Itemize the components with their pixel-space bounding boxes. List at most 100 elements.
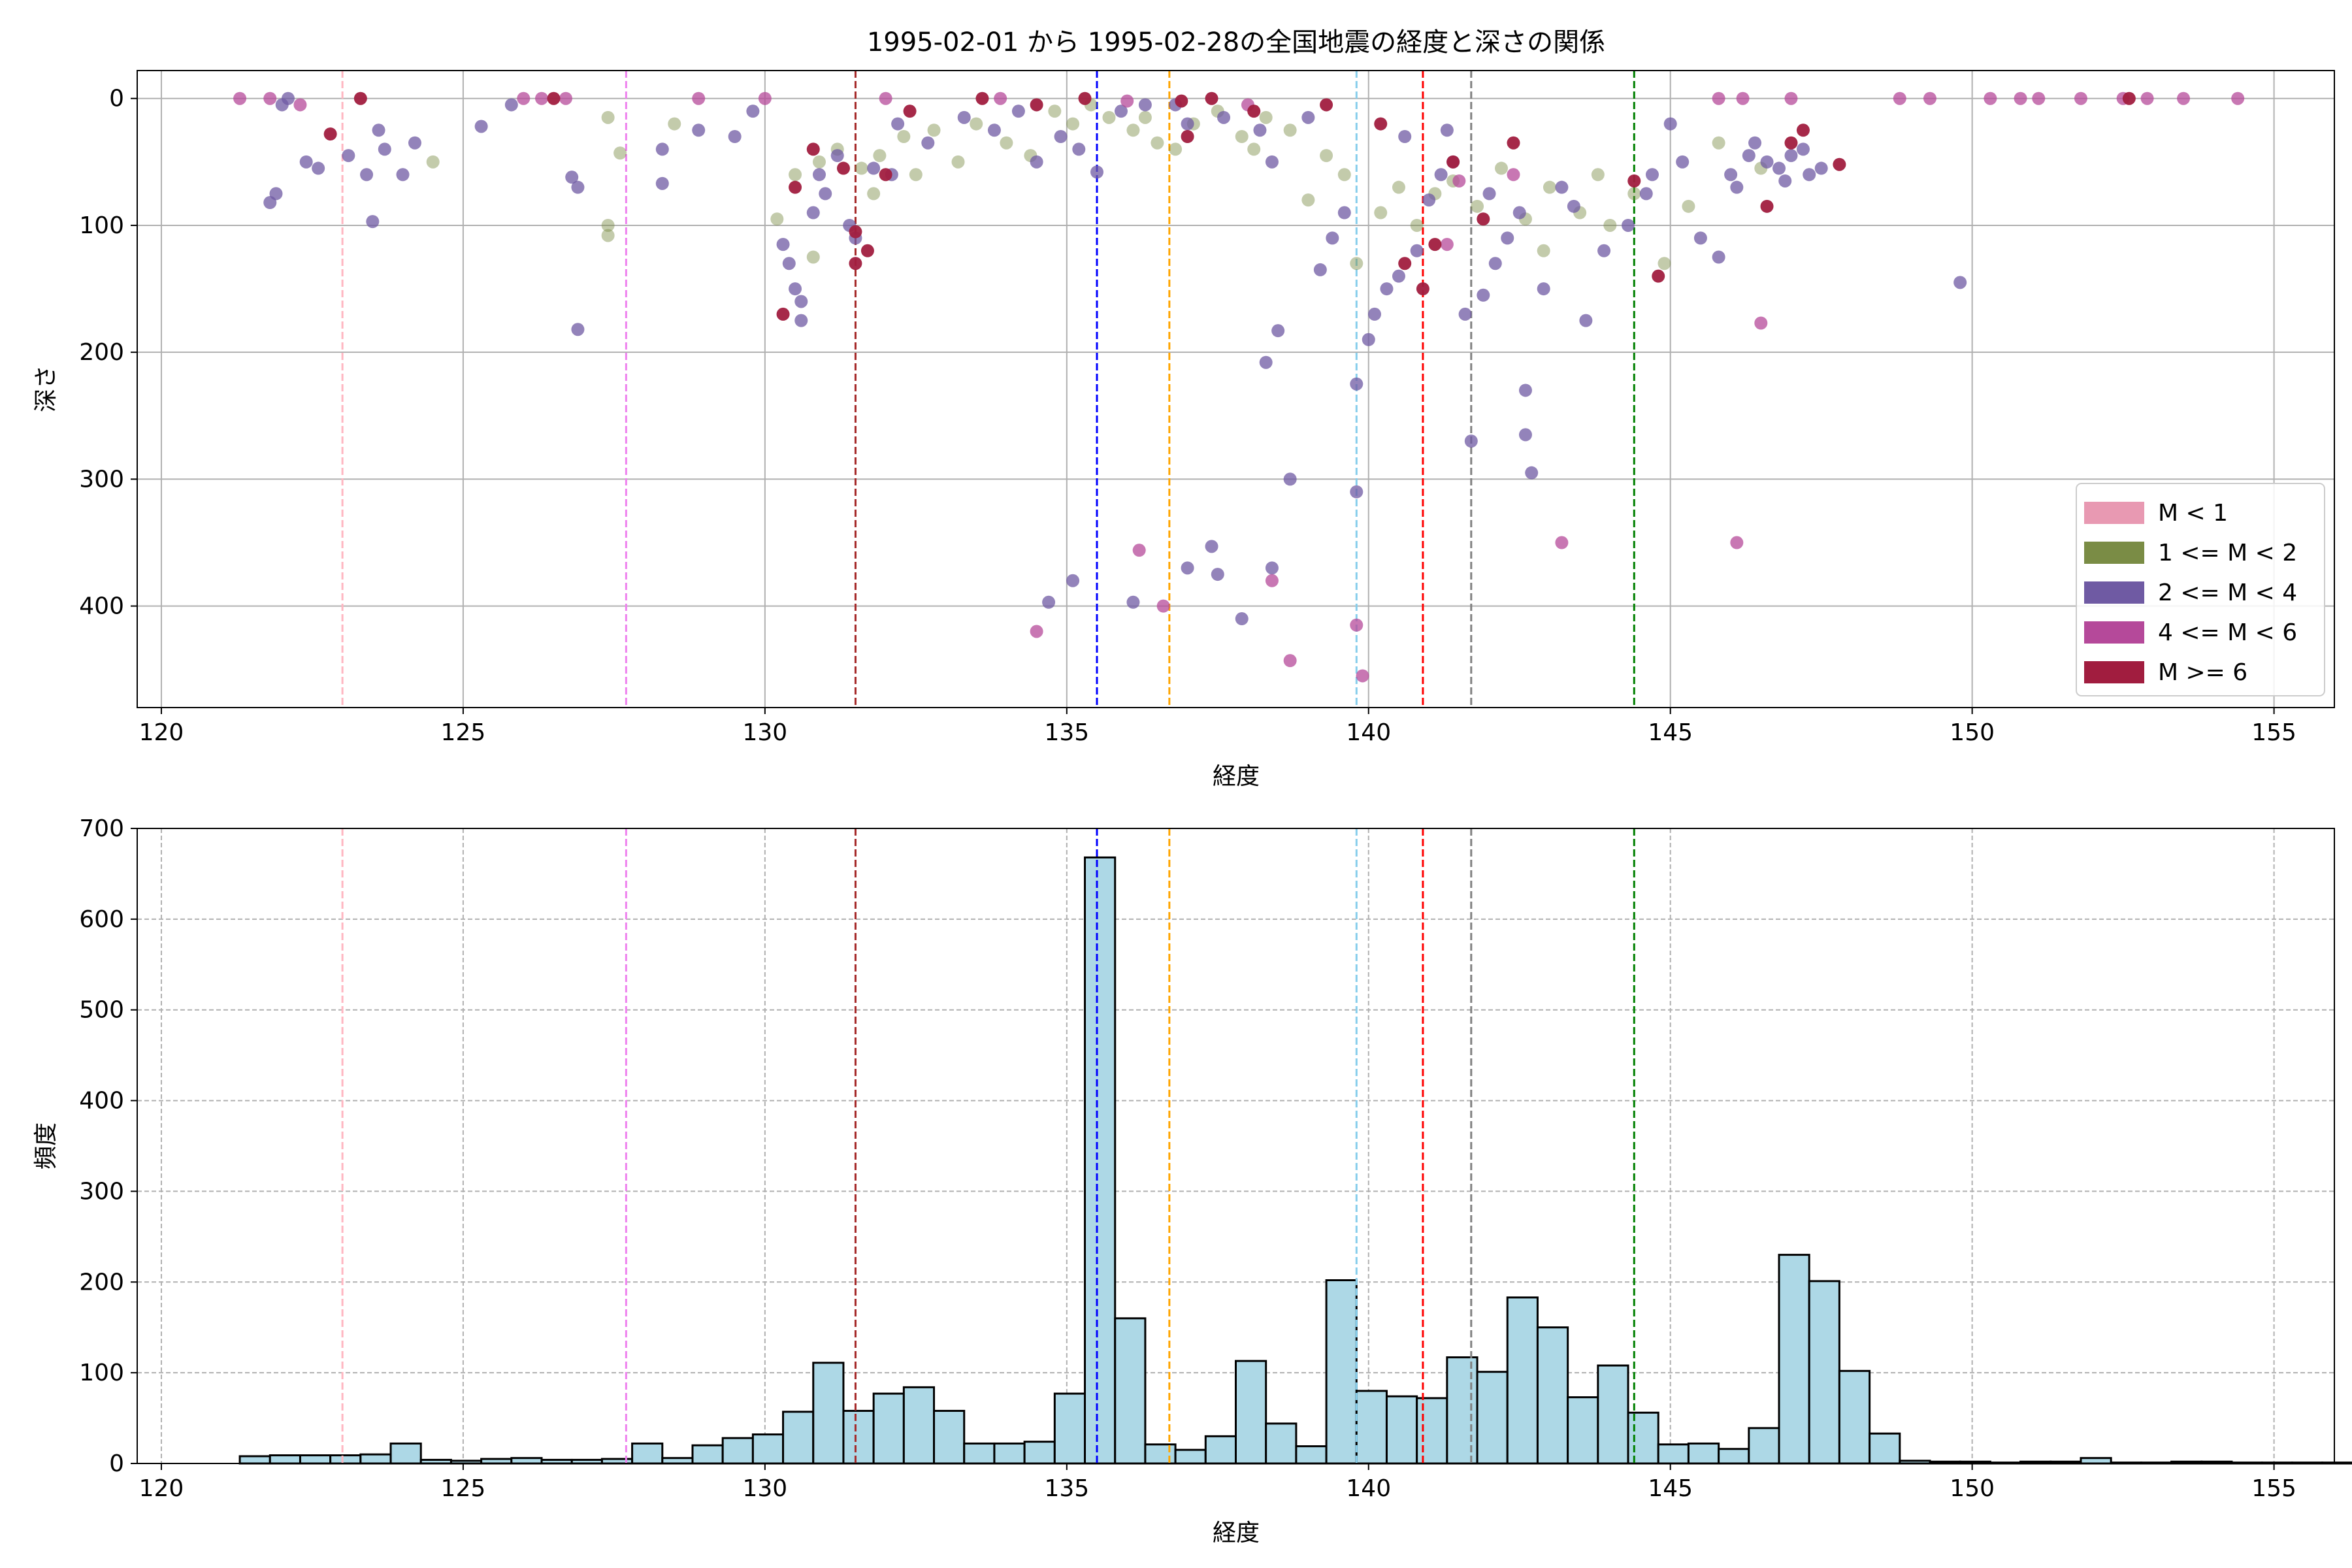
scatter-point	[517, 91, 531, 105]
scatter-point	[1320, 149, 1333, 163]
scatter-point	[2122, 91, 2136, 105]
scatter-point	[1482, 187, 1496, 201]
scatter-point	[269, 187, 283, 201]
scatter-point	[1537, 244, 1550, 257]
scatter-point	[1235, 612, 1249, 626]
scatter-point	[1066, 117, 1080, 131]
scatter-y-tick-label: 100	[79, 212, 124, 239]
histogram-bar	[1114, 1317, 1147, 1465]
scatter-point	[2140, 91, 2154, 105]
scatter-point	[1597, 244, 1611, 257]
scatter-point	[299, 155, 313, 169]
scatter-point	[1374, 117, 1388, 131]
scatter-point	[2074, 91, 2087, 105]
histogram-bar	[963, 1442, 996, 1465]
histogram-bar	[329, 1454, 362, 1465]
scatter-point	[1434, 168, 1448, 182]
scatter-point	[1205, 91, 1218, 105]
scatter-point	[1784, 149, 1798, 163]
scatter-point	[233, 91, 247, 105]
scatter-y-tick-label: 300	[79, 466, 124, 493]
scatter-y-tick-label: 400	[79, 593, 124, 620]
scatter-point	[806, 250, 820, 264]
scatter-point	[1537, 282, 1550, 296]
histogram-x-tick-label: 145	[1648, 1475, 1693, 1502]
histogram-bar	[933, 1409, 966, 1465]
scatter-point	[1181, 117, 1194, 131]
scatter-point	[535, 91, 549, 105]
histogram-bar	[1053, 1392, 1086, 1465]
legend-label: 2 <= M < 4	[2158, 580, 2297, 606]
histogram-bar	[389, 1442, 422, 1465]
legend-label: 1 <= M < 2	[2158, 540, 2297, 566]
scatter-point	[1048, 105, 1062, 118]
scatter-point	[1501, 231, 1514, 245]
scatter-point	[571, 180, 585, 194]
scatter-point	[1440, 123, 1454, 137]
histogram-bar	[1204, 1435, 1237, 1465]
histogram-bar	[1718, 1448, 1750, 1465]
scatter-point	[1054, 129, 1068, 143]
scatter-point	[994, 91, 1007, 105]
histogram-bar	[691, 1444, 724, 1465]
histogram-y-tick-label: 700	[79, 815, 124, 842]
scatter-point	[758, 91, 772, 105]
scatter-y-axis-label: 深さ	[33, 365, 59, 412]
histogram-y-tick-label: 200	[79, 1269, 124, 1296]
scatter-x-tick-label: 140	[1346, 719, 1391, 746]
scatter-point	[474, 120, 488, 133]
scatter-point	[806, 206, 820, 220]
histogram-bar	[1235, 1360, 1267, 1465]
scatter-x-tick-label: 130	[742, 719, 787, 746]
scatter-point	[1247, 142, 1261, 156]
scatter-point	[1507, 136, 1520, 150]
histogram-y-tick-label: 300	[79, 1178, 124, 1205]
scatter-point	[1181, 129, 1194, 143]
scatter-point	[879, 168, 892, 182]
histogram-plot: 120 125 130 135 140 145 150 155 0 100 200 300 400 50…	[33, 815, 2352, 1546]
scatter-point	[1495, 161, 1509, 175]
histogram-y-tick-label: 100	[79, 1360, 124, 1386]
histogram-plot-area	[137, 828, 2334, 1463]
scatter-point	[1410, 244, 1424, 257]
scatter-point	[1175, 94, 1188, 108]
scatter-point	[613, 146, 627, 160]
scatter-point	[571, 323, 585, 336]
scatter-point	[668, 117, 681, 131]
scatter-point	[1742, 149, 1756, 163]
histogram-y-ticks: 0 100 200 300 400 500 600 700	[79, 815, 137, 1477]
scatter-point	[1151, 136, 1164, 150]
scatter-point	[1283, 123, 1297, 137]
scatter-point	[830, 149, 844, 163]
scatter-point	[1337, 206, 1351, 220]
scatter-point	[1591, 168, 1605, 182]
scatter-point	[1211, 568, 1224, 581]
scatter-point	[897, 129, 911, 143]
histogram-bar	[1778, 1254, 1810, 1465]
scatter-point	[1271, 324, 1285, 338]
scatter-point	[1326, 231, 1339, 245]
scatter-point	[1953, 276, 1967, 289]
histogram-y-tick-label: 0	[109, 1450, 124, 1477]
histogram-bar	[600, 1458, 634, 1465]
scatter-point	[655, 142, 669, 156]
histogram-bar	[842, 1409, 875, 1465]
scatter-point	[378, 142, 391, 156]
scatter-point	[1627, 187, 1641, 201]
scatter-point	[1283, 654, 1297, 668]
histogram-bar	[480, 1458, 513, 1465]
scatter-point	[1658, 257, 1671, 270]
scatter-point	[1283, 472, 1297, 486]
scatter-point	[1477, 288, 1490, 302]
scatter-point	[1512, 206, 1526, 220]
histogram-bar	[993, 1442, 1026, 1465]
scatter-point	[547, 91, 561, 105]
scatter-point	[1362, 333, 1375, 346]
scatter-point	[746, 105, 760, 118]
scatter-point	[1337, 168, 1351, 182]
scatter-point	[770, 212, 784, 226]
scatter-point	[1126, 595, 1140, 609]
histogram-bar	[2080, 1457, 2112, 1465]
legend-label: M < 1	[2158, 500, 2228, 527]
scatter-point	[1138, 98, 1152, 112]
